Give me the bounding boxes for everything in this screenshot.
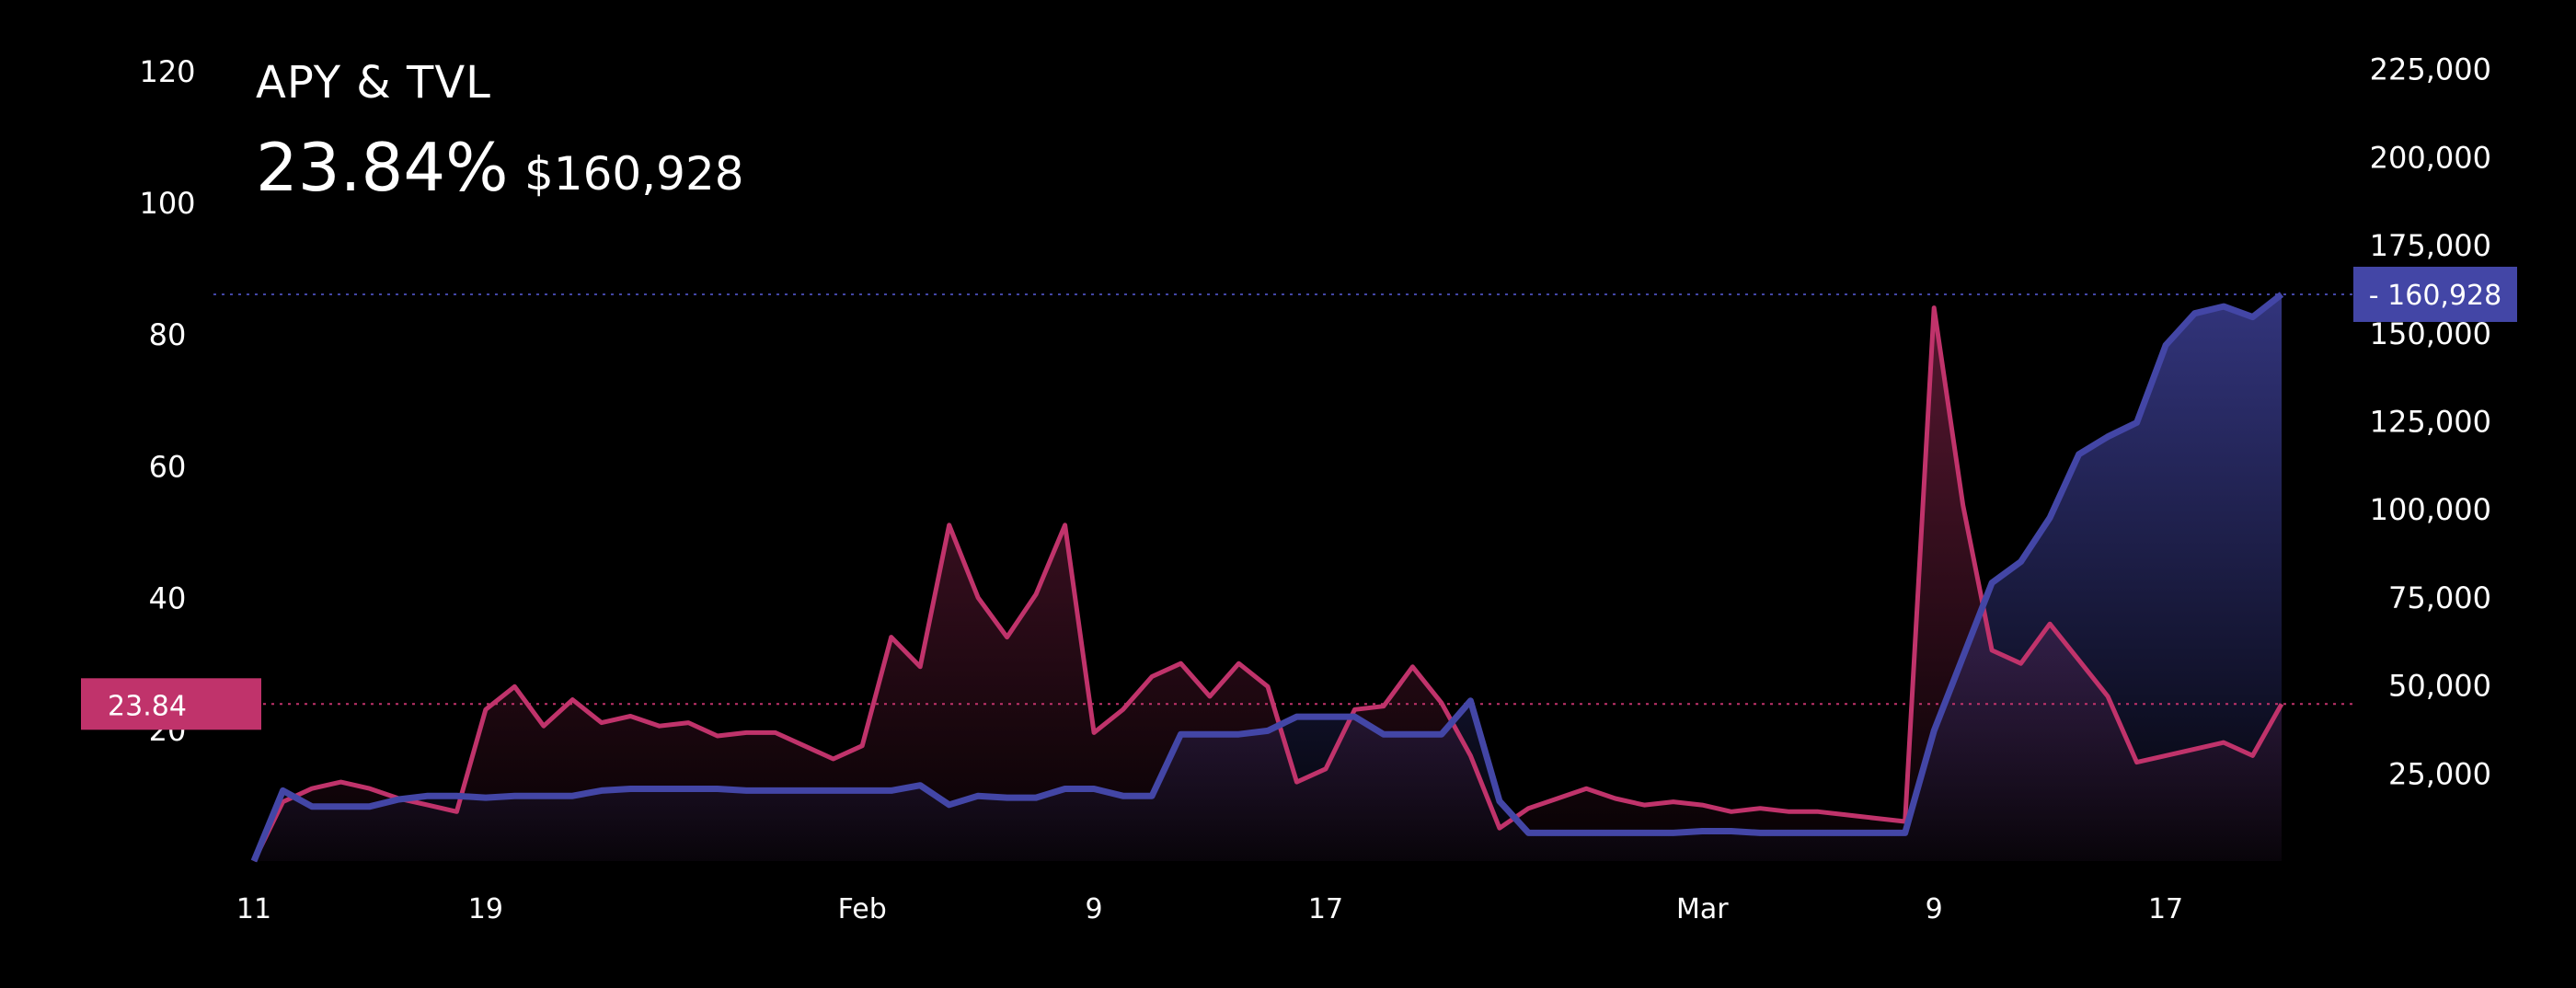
x-tick-label: 17 bbox=[1308, 893, 1343, 925]
series-lines-layer bbox=[250, 292, 2284, 863]
axes-layer: 2040608010012025,00050,00075,000100,0001… bbox=[139, 52, 2491, 925]
tvl-current-marker-label: - 160,928 bbox=[2369, 280, 2501, 312]
x-tick-label: 19 bbox=[468, 893, 503, 925]
apy-current-marker-label: 23.84 bbox=[108, 690, 187, 722]
y-right-tick-label: 150,000 bbox=[2370, 316, 2491, 351]
y-right-tick-label: 100,000 bbox=[2370, 492, 2491, 527]
y-right-tick-label: 125,000 bbox=[2370, 405, 2491, 440]
chart-title: APY & TVL bbox=[256, 57, 491, 109]
y-left-tick-label: 120 bbox=[139, 54, 195, 89]
x-tick-label: Mar bbox=[1676, 893, 1729, 925]
x-tick-label: 11 bbox=[236, 893, 271, 925]
y-right-tick-label: 25,000 bbox=[2388, 756, 2491, 791]
y-left-tick-label: 80 bbox=[149, 317, 187, 352]
y-right-tick-label: 225,000 bbox=[2370, 52, 2491, 87]
current-tvl-value: $160,928 bbox=[524, 147, 744, 201]
current-value-markers-layer: 23.84 - 160,928 bbox=[81, 266, 2517, 730]
x-tick-label: 17 bbox=[2148, 893, 2183, 925]
y-right-tick-label: 175,000 bbox=[2370, 228, 2491, 263]
apy-current-marker-box bbox=[81, 678, 261, 730]
y-right-tick-label: 200,000 bbox=[2370, 140, 2491, 175]
apy-series-line bbox=[251, 305, 2284, 863]
y-left-tick-label: 100 bbox=[139, 186, 195, 221]
y-left-tick-label: 60 bbox=[149, 449, 187, 484]
x-tick-label: 9 bbox=[1926, 893, 1943, 925]
y-right-tick-label: 75,000 bbox=[2388, 580, 2491, 615]
y-right-tick-label: 50,000 bbox=[2388, 669, 2491, 704]
tvl-series-line bbox=[250, 292, 2284, 863]
x-tick-label: 9 bbox=[1086, 893, 1103, 925]
current-apy-value: 23.84% bbox=[256, 129, 509, 206]
y-left-tick-label: 40 bbox=[149, 581, 187, 616]
tvl-current-marker-box bbox=[2353, 266, 2517, 322]
x-tick-label: Feb bbox=[838, 893, 887, 925]
